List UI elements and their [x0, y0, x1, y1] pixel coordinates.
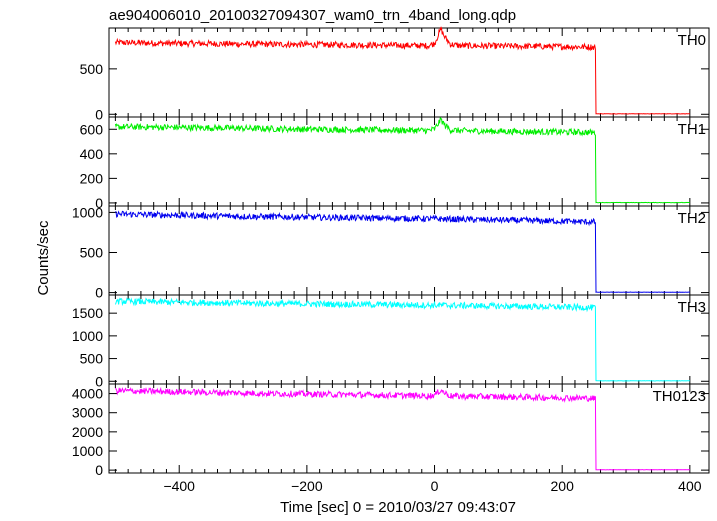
- panel-th0: 0 500 TH0: [80, 26, 710, 122]
- panel-label: TH3: [678, 299, 706, 316]
- x-tick-label: −200: [291, 478, 323, 494]
- series-line-th3: [114, 297, 690, 382]
- panel-label: TH0123: [653, 388, 706, 405]
- y-tick-label: 200: [80, 170, 104, 186]
- panel-th2: 0 500 1000 TH2: [72, 204, 710, 301]
- panel-frame: [108, 294, 710, 385]
- panels-group: 0 500 TH0 0 200 400 600 TH1 0 500 1000 TH2 0 500 1000 1…: [72, 26, 710, 494]
- series-line-th2: [115, 210, 690, 293]
- y-axis-label: Counts/sec: [35, 220, 52, 296]
- series-line-th1: [114, 117, 690, 204]
- y-tick-label: 600: [80, 121, 104, 137]
- y-tick-label: 0: [95, 285, 103, 301]
- y-tick-label: 0: [95, 195, 103, 211]
- series-line-th0123: [115, 386, 691, 471]
- y-tick-label: 400: [80, 146, 104, 162]
- y-tick-label: 1000: [72, 443, 103, 459]
- y-tick-label: 3000: [72, 405, 103, 421]
- panel-th0123: 0 1000 2000 3000 4000 TH0123 −400 −200 0 200 400: [72, 383, 710, 494]
- y-tick-label: 2000: [72, 424, 103, 440]
- y-tick-label: 0: [95, 106, 103, 122]
- y-tick-label: 500: [80, 245, 104, 261]
- panel-label: TH1: [678, 121, 706, 138]
- panel-th3: 0 500 1000 1500 TH3: [72, 294, 710, 389]
- y-tick-label: 1000: [72, 204, 103, 220]
- panel-label: TH0: [678, 32, 706, 49]
- x-tick-label: 0: [431, 478, 439, 494]
- chart-title: ae904006010_20100327094307_wam0_trn_4ban…: [109, 7, 516, 24]
- x-axis-label: Time [sec] 0 = 2010/03/27 09:43:07: [280, 499, 516, 516]
- x-tick-label: 400: [678, 478, 702, 494]
- y-tick-label: 0: [95, 462, 103, 478]
- series-line-th0: [114, 26, 690, 115]
- y-tick-label: 0: [95, 373, 103, 389]
- x-tick-label: 200: [551, 478, 575, 494]
- panel-label: TH2: [678, 210, 706, 227]
- y-tick-label: 1000: [72, 328, 103, 344]
- x-tick-label: −400: [163, 478, 195, 494]
- y-tick-label: 1500: [72, 305, 103, 321]
- panel-th1: 0 200 400 600 TH1: [80, 116, 710, 211]
- y-tick-label: 500: [80, 61, 104, 77]
- y-tick-label: 500: [80, 351, 104, 367]
- y-tick-label: 4000: [72, 386, 103, 402]
